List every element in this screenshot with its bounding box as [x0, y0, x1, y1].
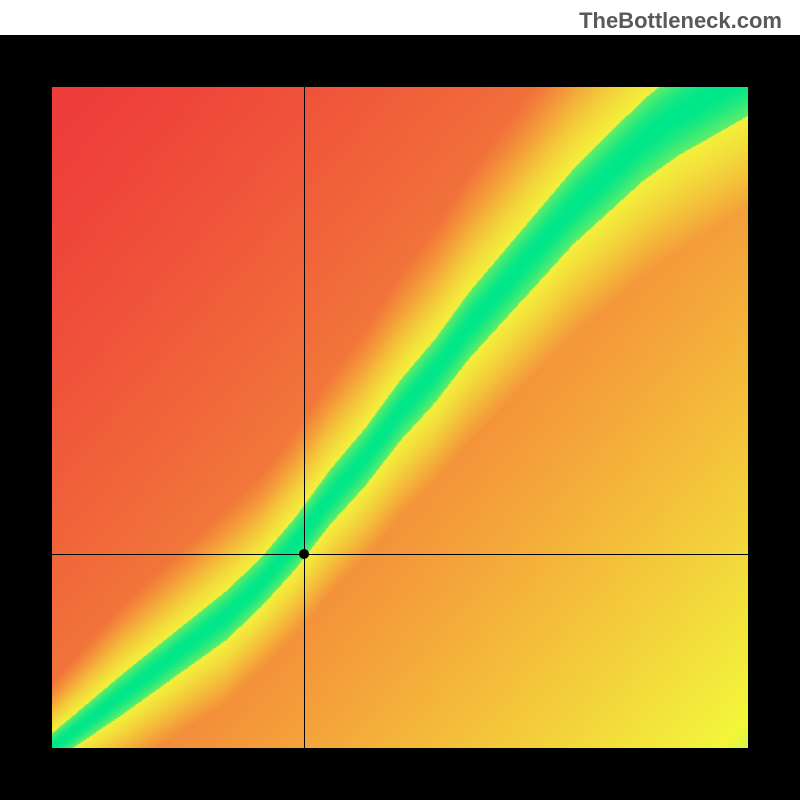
watermark-text: TheBottleneck.com	[579, 8, 782, 34]
chart-frame	[0, 35, 800, 800]
heatmap-canvas	[52, 87, 748, 748]
heatmap-plot	[52, 87, 748, 748]
